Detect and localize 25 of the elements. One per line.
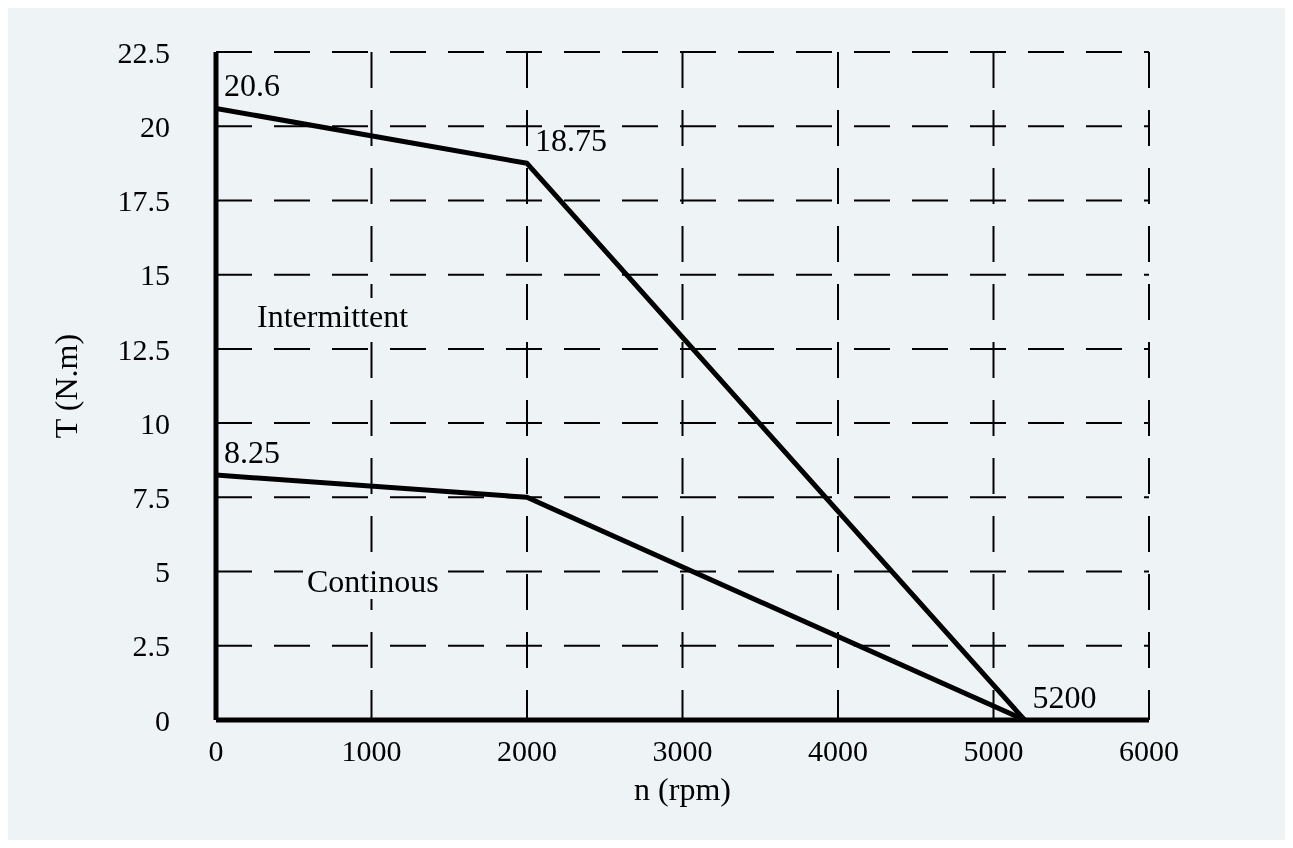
annotation: 20.6 (224, 67, 280, 104)
x-tick-label: 0 (208, 734, 224, 768)
annotation: 5200 (1032, 679, 1097, 715)
y-tick-label: 2.5 (132, 629, 170, 663)
x-tick-label: 4000 (808, 734, 868, 768)
annotation: Intermittent (253, 298, 413, 334)
y-tick-label: 20 (140, 109, 170, 143)
y-tick-label: 7.5 (132, 480, 170, 514)
y-axis-title: T (N.m) (48, 333, 85, 439)
annotation: Continous (303, 563, 443, 599)
x-tick-label: 2000 (497, 734, 557, 768)
annotation: 8.25 (224, 434, 280, 471)
y-tick-label: 10 (140, 406, 170, 440)
y-tick-label: 15 (140, 258, 170, 292)
x-tick-label: 3000 (652, 734, 713, 768)
y-tick-label: 22.5 (117, 35, 170, 69)
x-tick-label: 5000 (963, 734, 1024, 768)
x-axis-title: n (rpm) (634, 771, 731, 807)
annotation: 18.75 (535, 122, 607, 159)
x-tick-label: 1000 (341, 734, 402, 768)
x-tick-label: 6000 (1119, 734, 1179, 768)
y-tick-label: 5 (155, 555, 170, 589)
y-tick-label: 0 (155, 703, 170, 737)
y-tick-label: 12.5 (117, 332, 170, 366)
y-tick-label: 17.5 (117, 184, 170, 218)
